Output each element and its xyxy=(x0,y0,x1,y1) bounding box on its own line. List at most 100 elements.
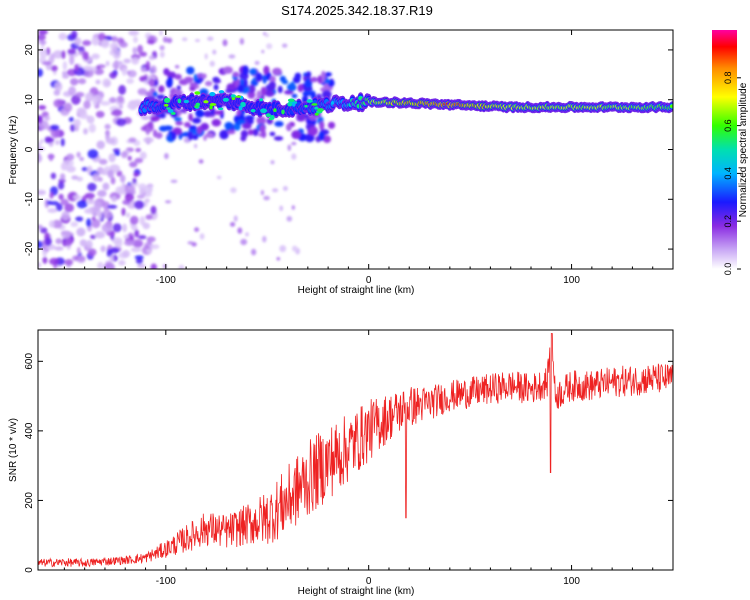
noise-blob xyxy=(165,200,172,204)
ridge-cloud-blob xyxy=(186,66,195,75)
noise-blob xyxy=(68,86,76,96)
noise-blob xyxy=(62,71,67,76)
noise-blob xyxy=(82,51,87,60)
noise-blob xyxy=(149,244,160,250)
noise-blob xyxy=(91,53,100,60)
noise-blob xyxy=(199,233,205,240)
ridge-cloud-blob xyxy=(188,113,193,122)
ridge-spot xyxy=(222,97,229,102)
ridge-cloud-blob xyxy=(269,131,276,137)
noise-blob xyxy=(135,257,143,265)
ridge-cloud-blob xyxy=(281,79,289,85)
noise-blob xyxy=(102,182,110,191)
noise-blob xyxy=(97,261,104,269)
noise-blob xyxy=(291,205,295,210)
ridge xyxy=(138,90,673,121)
noise-blob xyxy=(291,153,297,160)
noise-blob xyxy=(91,218,101,229)
noise-blob xyxy=(139,216,146,226)
noise-blob xyxy=(263,195,270,201)
x-tick-label: 100 xyxy=(563,275,580,286)
noise-blob xyxy=(105,60,110,67)
noise-blob xyxy=(94,231,106,239)
noise-blob xyxy=(291,141,297,146)
noise-blob xyxy=(123,240,135,246)
noise-blob xyxy=(83,100,91,110)
noise-blob xyxy=(163,36,168,43)
ridge-cloud-blob xyxy=(321,90,332,99)
snr-panel: -100 0 100 0 200 400 600 Height of straight li… xyxy=(8,329,674,597)
ridge-cloud-blob xyxy=(308,126,318,136)
noise-blob xyxy=(87,182,97,192)
noise-blob xyxy=(108,97,117,103)
noise-blob xyxy=(109,255,114,263)
noise-blob xyxy=(85,239,93,250)
ridge-spot xyxy=(317,108,324,112)
ridge-cloud-blob xyxy=(152,91,158,97)
y-tick-label: 200 xyxy=(24,492,35,509)
ridge-cloud-blob xyxy=(286,123,292,132)
noise-blob xyxy=(39,40,47,45)
figure-title: S174.2025.342.18.37.R19 xyxy=(281,3,433,18)
noise-blob xyxy=(122,223,127,233)
noise-blob xyxy=(272,188,279,193)
noise-blob xyxy=(38,68,43,77)
noise-blob xyxy=(61,50,66,60)
noise-blob xyxy=(143,137,154,143)
noise-blob xyxy=(79,113,90,120)
snr-series-line xyxy=(38,333,673,568)
ridge-cloud-blob xyxy=(252,128,259,137)
noise-blob xyxy=(55,140,60,145)
noise-blob xyxy=(77,46,85,53)
noise-blob xyxy=(46,137,55,143)
ridge-cloud-blob xyxy=(274,121,284,127)
colorbar-tick-label: 0.0 xyxy=(723,263,733,276)
ridge-cloud-blob xyxy=(192,134,199,140)
ridge-cloud-blob xyxy=(318,131,326,141)
noise-blob xyxy=(126,78,134,84)
noise-blob xyxy=(67,48,77,55)
noise-blob xyxy=(47,208,58,213)
noise-blob xyxy=(150,65,157,74)
noise-blob xyxy=(132,177,137,184)
noise-blob xyxy=(138,235,147,240)
noise-blob xyxy=(68,117,74,122)
noise-blob xyxy=(262,235,267,243)
noise-blob xyxy=(276,257,281,261)
noise-blob xyxy=(108,153,116,163)
noise-blob xyxy=(73,194,82,200)
ridge-cloud-blob xyxy=(201,73,207,79)
ridge-spot xyxy=(265,113,271,117)
colorbar-gradient xyxy=(712,30,737,269)
noise-blob xyxy=(70,78,79,86)
ridge-spot xyxy=(273,108,277,113)
ridge-spot xyxy=(311,103,318,106)
ridge-spot xyxy=(259,98,263,102)
ridge-cloud-blob xyxy=(192,117,202,124)
ridge-cloud-blob xyxy=(149,78,155,87)
ridge-cloud-blob xyxy=(247,91,256,99)
noise-blob xyxy=(76,151,81,158)
noise-blob xyxy=(112,223,122,233)
ridge-cloud-blob xyxy=(323,135,331,143)
noise-blob xyxy=(86,115,95,124)
ridge-spot xyxy=(304,104,308,108)
ridge-cloud-blob xyxy=(189,85,196,92)
noise-blob xyxy=(159,30,163,36)
ridge-cloud-blob xyxy=(304,78,313,88)
noise-blob xyxy=(164,153,169,160)
noise-blob xyxy=(114,151,121,157)
noise-blob xyxy=(92,97,98,106)
ridge-spot xyxy=(330,101,335,105)
noise-blob xyxy=(129,215,139,225)
ridge-spot xyxy=(195,102,201,107)
noise-blob xyxy=(91,216,96,221)
noise-blob xyxy=(85,92,94,102)
noise-blob xyxy=(194,143,198,149)
noise-blob xyxy=(50,128,60,139)
noise-blob xyxy=(100,101,111,106)
colorbar-tick-label: 0.2 xyxy=(723,215,733,228)
spectrogram-heatmap xyxy=(38,30,673,269)
noise-blob xyxy=(123,58,131,64)
ridge-cloud-blob xyxy=(225,89,235,94)
